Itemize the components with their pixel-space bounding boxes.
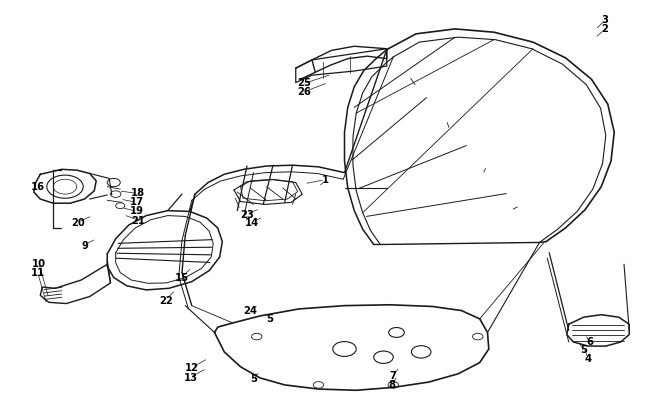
Text: 14: 14 — [245, 218, 259, 228]
Text: 20: 20 — [71, 218, 85, 228]
Text: 10: 10 — [32, 259, 46, 269]
Text: 23: 23 — [240, 210, 254, 220]
Text: 7: 7 — [390, 371, 396, 381]
Text: 26: 26 — [297, 87, 311, 97]
Text: 24: 24 — [243, 306, 257, 316]
Text: 8: 8 — [389, 380, 395, 390]
Text: 3: 3 — [601, 15, 608, 25]
Text: 2: 2 — [601, 24, 608, 34]
Text: 1: 1 — [322, 175, 328, 185]
Text: 4: 4 — [585, 354, 592, 364]
Text: 5: 5 — [580, 345, 587, 355]
Text: 5: 5 — [250, 374, 257, 384]
Text: 25: 25 — [297, 78, 311, 88]
Text: 17: 17 — [129, 197, 144, 207]
Text: 18: 18 — [131, 188, 145, 198]
Text: 21: 21 — [131, 216, 146, 226]
Text: 11: 11 — [31, 268, 45, 278]
Text: 6: 6 — [587, 337, 593, 347]
Text: 16: 16 — [31, 182, 45, 192]
Text: 15: 15 — [175, 273, 189, 282]
Text: 19: 19 — [129, 206, 144, 216]
Text: 12: 12 — [185, 363, 199, 373]
Text: 5: 5 — [266, 314, 273, 324]
Text: 9: 9 — [81, 241, 88, 251]
Text: 13: 13 — [183, 373, 198, 383]
Text: 22: 22 — [159, 296, 173, 306]
